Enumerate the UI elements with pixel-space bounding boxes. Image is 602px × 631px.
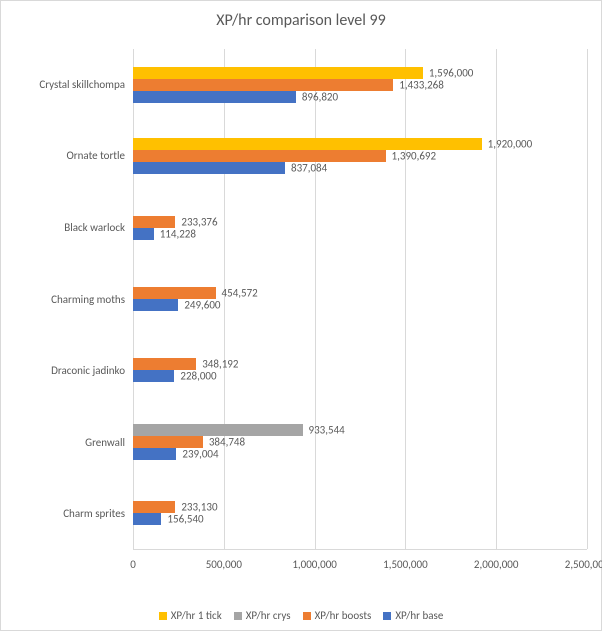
legend-item: XP/hr crys	[234, 609, 291, 622]
chart-title: XP/hr comparison level 99	[1, 1, 601, 39]
data-label: 1,920,000	[488, 138, 533, 151]
legend-label: XP/hr boosts	[315, 609, 372, 622]
category-label: Charming moths	[51, 293, 125, 305]
bar-boosts: 1,433,268	[133, 79, 393, 91]
bar-group: 1,920,0001,390,692837,084	[133, 120, 587, 191]
data-label: 454,572	[222, 286, 258, 299]
bar-base: 114,228	[133, 228, 154, 240]
category-label: Grenwall	[85, 437, 125, 449]
category-label: Black warlock	[64, 222, 125, 234]
bar-group: 454,572249,600	[133, 263, 587, 334]
data-label: 1,390,692	[392, 150, 437, 163]
plot-area: 1,596,0001,433,268896,8201,920,0001,390,…	[133, 49, 587, 550]
bar-crys: 933,544	[133, 424, 303, 436]
bar-base: 896,820	[133, 91, 296, 103]
legend-swatch	[159, 612, 167, 620]
category-label: Ornate tortle	[67, 150, 126, 162]
gridline	[587, 49, 588, 549]
category-label: Charm sprites	[63, 508, 125, 520]
bar-group: 233,376114,228	[133, 192, 587, 263]
legend-swatch	[303, 612, 311, 620]
bar-group: 348,192228,000	[133, 335, 587, 406]
legend-swatch	[383, 612, 391, 620]
legend-label: XP/hr 1 tick	[171, 609, 222, 622]
bar-boosts: 348,192	[133, 358, 196, 370]
legend-label: XP/hr base	[395, 609, 443, 622]
x-tick-label: 500,000	[206, 558, 242, 571]
x-tick-label: 0	[130, 558, 136, 571]
legend-item: XP/hr base	[383, 609, 443, 622]
bar-group: 933,544384,748239,004	[133, 406, 587, 477]
bar-boosts: 1,390,692	[133, 150, 386, 162]
bar-one_tick: 1,596,000	[133, 67, 423, 79]
legend-item: XP/hr 1 tick	[159, 609, 222, 622]
bar-base: 239,004	[133, 448, 176, 460]
bar-boosts: 233,130	[133, 501, 175, 513]
data-label: 249,600	[184, 298, 220, 311]
bar-base: 228,000	[133, 370, 174, 382]
x-tick-label: 2,000,000	[474, 558, 519, 571]
data-label: 156,540	[167, 513, 203, 526]
data-label: 1,433,268	[399, 78, 444, 91]
bar-base: 837,084	[133, 162, 285, 174]
bar-one_tick: 1,920,000	[133, 138, 482, 150]
data-label: 228,000	[180, 370, 216, 383]
legend-label: XP/hr crys	[246, 609, 291, 622]
data-label: 837,084	[291, 162, 327, 175]
legend-swatch	[234, 612, 242, 620]
bar-boosts: 233,376	[133, 216, 175, 228]
x-tick-label: 1,000,000	[292, 558, 337, 571]
bar-base: 249,600	[133, 299, 178, 311]
category-label: Crystal skillchompa	[39, 79, 125, 91]
bar-boosts: 384,748	[133, 436, 203, 448]
data-label: 239,004	[182, 447, 218, 460]
x-axis-labels: 0500,0001,000,0001,500,0002,000,0002,500…	[133, 554, 587, 574]
plot-zone: Crystal skillchompa Ornate tortle Black wa…	[15, 49, 587, 574]
x-tick-label: 1,500,000	[383, 558, 428, 571]
bar-boosts: 454,572	[133, 287, 216, 299]
legend: XP/hr 1 tick XP/hr crys XP/hr boosts XP/hr …	[1, 609, 601, 622]
bar-base: 156,540	[133, 513, 161, 525]
x-tick-label: 2,500,000	[565, 558, 602, 571]
legend-item: XP/hr boosts	[303, 609, 372, 622]
bar-group: 1,596,0001,433,268896,820	[133, 49, 587, 120]
data-label: 933,544	[309, 423, 345, 436]
data-label: 114,228	[160, 227, 196, 240]
bar-group: 233,130156,540	[133, 478, 587, 549]
category-label: Draconic jadinko	[51, 365, 125, 377]
data-label: 896,820	[302, 90, 338, 103]
y-axis-labels: Crystal skillchompa Ornate tortle Black wa…	[15, 49, 125, 550]
chart-frame: XP/hr comparison level 99 Crystal skillc…	[0, 0, 602, 631]
